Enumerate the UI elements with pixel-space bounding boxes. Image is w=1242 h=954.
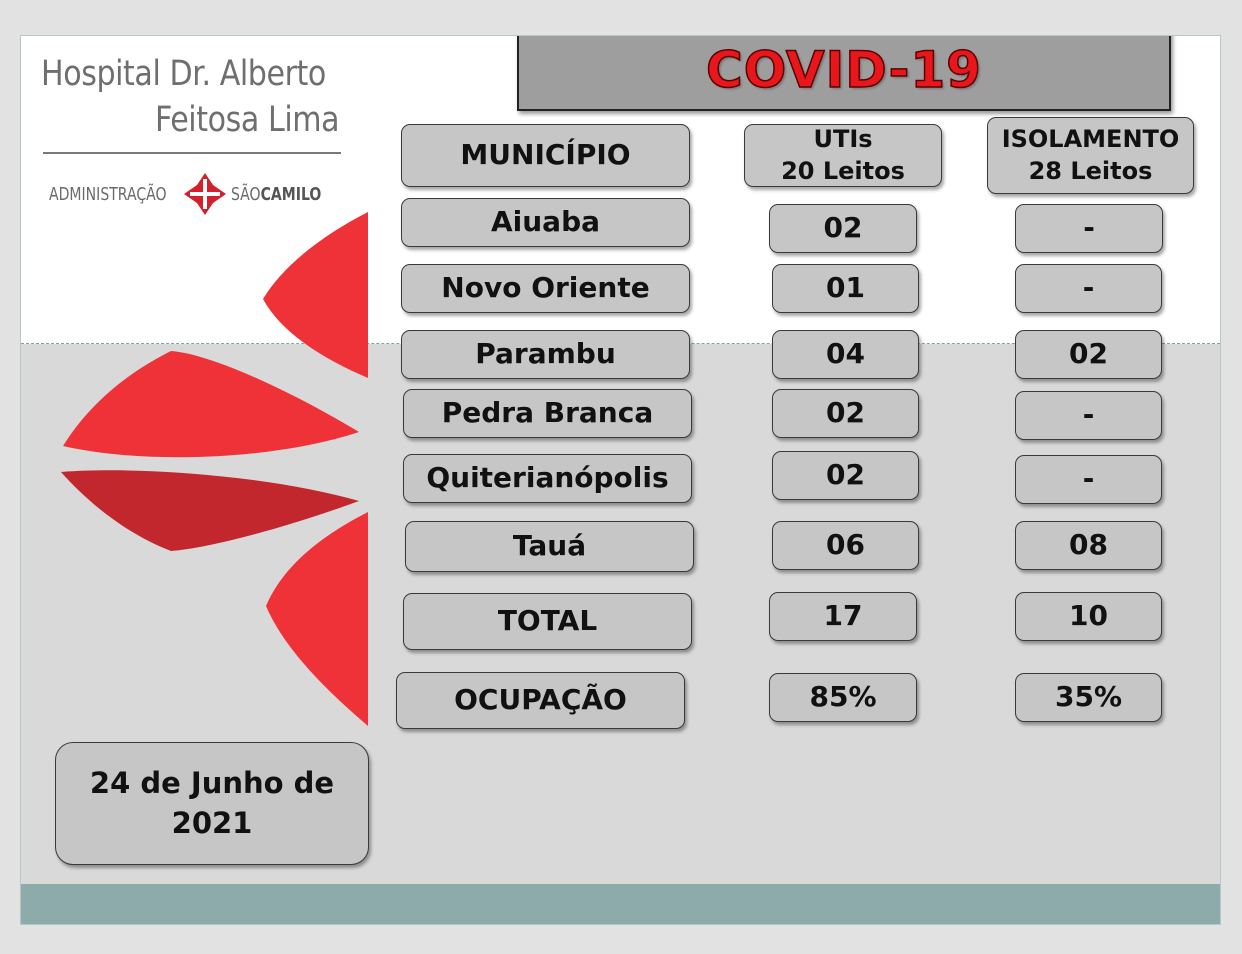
municipio-cell: Parambu [401, 330, 690, 379]
isolamento-value: - [1082, 398, 1095, 432]
isolamento-value: - [1083, 211, 1095, 245]
municipio-cell: Tauá [405, 521, 694, 572]
sao-camilo-cross-icon [184, 173, 226, 215]
municipio-name: Novo Oriente [441, 271, 650, 305]
decorative-petals [61, 212, 368, 726]
teal-footer-band [21, 884, 1220, 924]
ocupacao-utis-value: 85% [809, 680, 877, 714]
municipio-cell: Quiterianópolis [403, 454, 692, 503]
header-municipio-label: MUNICÍPIO [460, 138, 631, 172]
utis-cell: 06 [772, 521, 919, 570]
isolamento-cell: - [1015, 204, 1163, 253]
municipio-name: Quiterianópolis [426, 461, 669, 495]
total-utis-cell: 17 [769, 592, 917, 641]
utis-value: 01 [826, 271, 865, 305]
utis-cell: 04 [772, 330, 919, 379]
municipio-name: Parambu [475, 337, 616, 371]
utis-cell: 02 [772, 389, 919, 438]
municipio-cell: Novo Oriente [401, 264, 690, 313]
utis-value: 02 [826, 396, 865, 430]
hospital-name-line1: Hospital Dr. Alberto [41, 54, 326, 94]
isolamento-value: 08 [1069, 528, 1108, 562]
camilo-label: CAMILO [260, 183, 322, 205]
header-municipio: MUNICÍPIO [401, 124, 690, 187]
logo-divider [43, 152, 341, 154]
slide: Hospital Dr. Alberto Feitosa Lima ADMINI… [20, 35, 1221, 925]
isolamento-cell: - [1015, 391, 1162, 440]
sao-label: SÃO [231, 183, 261, 205]
isolamento-value: 02 [1069, 337, 1108, 371]
total-utis-value: 17 [823, 599, 863, 633]
isolamento-value: - [1082, 462, 1095, 496]
admin-label: ADMINISTRAÇÃO [49, 183, 167, 205]
total-isolamento-value: 10 [1069, 599, 1108, 633]
header-utis-title: UTIs [813, 125, 873, 154]
ocupacao-label: OCUPAÇÃO [454, 683, 627, 717]
ocupacao-utis-cell: 85% [769, 673, 917, 722]
isolamento-cell: - [1015, 455, 1162, 504]
municipio-name: Aiuaba [490, 205, 601, 239]
header-isolamento: ISOLAMENTO 28 Leitos [987, 117, 1194, 194]
header-isolamento-title: ISOLAMENTO [1001, 125, 1180, 154]
header-isolamento-beds: 28 Leitos [1028, 156, 1153, 185]
date-line1: 24 de Junho de [89, 766, 335, 801]
utis-value: 02 [823, 211, 863, 245]
ocupacao-isolamento-cell: 35% [1015, 673, 1162, 722]
isolamento-cell: 08 [1015, 521, 1162, 570]
utis-cell: 02 [772, 451, 919, 500]
municipio-cell: Aiuaba [401, 198, 690, 247]
municipio-cell: Pedra Branca [403, 389, 692, 438]
isolamento-cell: 02 [1015, 330, 1162, 379]
petal-top [263, 212, 368, 378]
date-box: 24 de Junho de 2021 [55, 742, 369, 865]
utis-value: 06 [826, 528, 865, 562]
administration-logo: ADMINISTRAÇÃO SÃOCAMILO [49, 173, 347, 215]
petal-bottom [266, 512, 368, 726]
date-line2: 2021 [171, 805, 253, 840]
header-utis-beds: 20 Leitos [781, 156, 905, 185]
page-title: COVID-19 [705, 40, 982, 100]
municipio-name: Tauá [512, 529, 587, 563]
title-banner: COVID-19 [517, 36, 1171, 111]
ocupacao-label-cell: OCUPAÇÃO [396, 672, 685, 729]
petal-lower-left [61, 470, 359, 551]
utis-value: 02 [826, 458, 865, 492]
total-label: TOTAL [497, 604, 598, 638]
header-utis: UTIs 20 Leitos [744, 124, 942, 187]
total-isolamento-cell: 10 [1015, 592, 1162, 641]
hospital-name-line2: Feitosa Lima [154, 100, 340, 140]
isolamento-cell: - [1015, 264, 1162, 313]
municipio-name: Pedra Branca [441, 396, 654, 430]
petal-upper-left [63, 351, 359, 458]
isolamento-value: - [1082, 271, 1095, 305]
ocupacao-isolamento-value: 35% [1054, 680, 1123, 714]
utis-value: 04 [826, 337, 865, 371]
utis-cell: 01 [772, 264, 919, 313]
total-label-cell: TOTAL [403, 593, 692, 650]
utis-cell: 02 [769, 204, 917, 253]
